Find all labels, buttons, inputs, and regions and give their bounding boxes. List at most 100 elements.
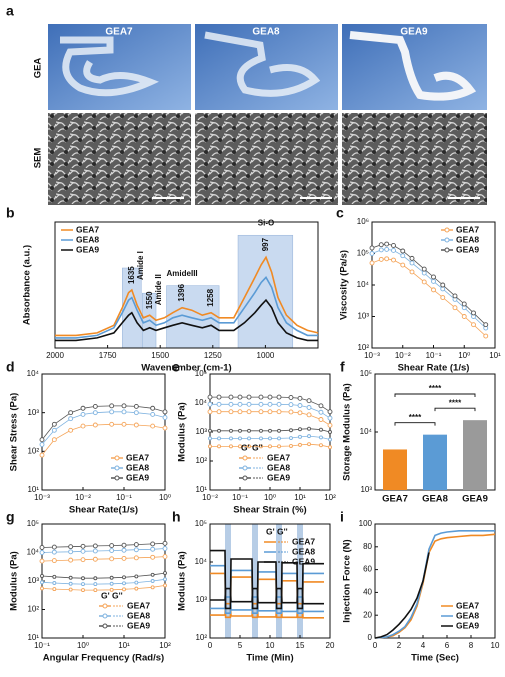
panel-label: i xyxy=(340,509,344,525)
y-tick-label: 10⁵ xyxy=(360,369,372,378)
data-point xyxy=(461,314,467,319)
panel-label: e xyxy=(172,359,180,375)
y-axis-label: Shear Stress (Pa) xyxy=(9,393,20,472)
data-point xyxy=(378,256,384,262)
data-point xyxy=(431,274,436,280)
data-point xyxy=(483,322,489,328)
x-tick-label: 10⁰ xyxy=(77,641,89,650)
x-tick-label: 10 xyxy=(491,641,500,650)
x-axis-label: Angular Frequency (Rad/s) xyxy=(43,653,164,664)
data-point xyxy=(384,256,390,262)
data-point xyxy=(162,540,168,546)
series-line xyxy=(374,552,430,639)
data-point xyxy=(80,557,86,563)
series-line xyxy=(41,548,166,553)
legend-marker xyxy=(114,455,120,461)
data-point xyxy=(421,279,427,285)
data-point xyxy=(93,588,98,593)
data-point xyxy=(133,542,139,548)
data-point xyxy=(431,287,436,293)
shear-interval xyxy=(276,524,282,638)
row-label: GEA xyxy=(33,58,44,79)
legend-marker xyxy=(114,475,120,481)
series-line xyxy=(55,255,319,337)
data-point xyxy=(452,305,458,311)
legend-label: GEA9 xyxy=(267,472,290,482)
data-point xyxy=(163,577,167,582)
data-point xyxy=(318,403,324,409)
y-tick-label: 10⁶ xyxy=(357,217,369,226)
data-point xyxy=(288,402,294,408)
data-point xyxy=(208,444,212,449)
data-point xyxy=(298,427,302,432)
data-point xyxy=(51,421,57,427)
data-point xyxy=(51,544,57,550)
data-point xyxy=(288,395,294,400)
series-line xyxy=(371,248,486,329)
data-point xyxy=(133,555,139,561)
data-point xyxy=(52,581,57,585)
data-point xyxy=(39,558,45,564)
y-tick-label: 80 xyxy=(363,542,372,551)
data-point xyxy=(52,574,57,579)
series-line xyxy=(210,596,324,613)
bar xyxy=(463,420,487,490)
peak-value: 1396 xyxy=(177,283,186,301)
data-point xyxy=(150,541,156,547)
significance-bracket xyxy=(434,407,476,412)
y-tick-label: 10² xyxy=(27,446,39,455)
x-tick-label: 2000 xyxy=(46,351,64,360)
legend-label: GEA7 xyxy=(456,600,479,610)
legend-label: GEA8 xyxy=(126,462,149,472)
image-title: GEA7 xyxy=(105,27,133,38)
series-line xyxy=(371,243,486,325)
y-axis-label: Modulus (Pa) xyxy=(177,402,188,462)
data-point xyxy=(80,548,86,554)
data-point xyxy=(133,403,139,409)
data-point xyxy=(228,401,234,407)
data-point xyxy=(268,428,272,433)
data-point xyxy=(93,582,98,587)
series-line xyxy=(41,578,166,585)
data-point xyxy=(109,421,115,427)
data-point xyxy=(80,411,86,417)
data-point xyxy=(369,260,375,266)
data-point xyxy=(122,587,126,592)
bar xyxy=(383,449,407,490)
data-point xyxy=(319,435,323,440)
legend-label: GEA8 xyxy=(456,234,479,244)
data-point xyxy=(267,409,273,415)
x-tick-label: 1250 xyxy=(204,351,222,360)
data-point xyxy=(318,417,324,422)
data-point xyxy=(39,550,45,555)
series-line xyxy=(41,423,166,456)
y-tick-label: 10³ xyxy=(357,312,369,321)
data-point xyxy=(259,436,263,441)
data-point xyxy=(150,423,156,429)
data-point xyxy=(258,394,264,400)
series-line xyxy=(210,564,324,614)
data-point xyxy=(121,555,127,561)
data-point xyxy=(134,586,139,591)
y-tick-label: 10² xyxy=(195,633,207,642)
data-point xyxy=(163,583,167,588)
photo xyxy=(48,24,487,110)
data-point xyxy=(246,401,252,407)
y-axis-label: Absorbance (a.u.) xyxy=(22,245,33,325)
data-point xyxy=(121,542,127,548)
peak-name: Si-O xyxy=(258,218,274,227)
data-point xyxy=(68,587,73,592)
data-point xyxy=(92,422,98,428)
x-axis-label: Shear Strain (%) xyxy=(233,505,306,516)
x-tick-label: 10⁻³ xyxy=(34,493,50,502)
data-point xyxy=(440,286,446,292)
data-point xyxy=(109,548,115,554)
data-point xyxy=(289,436,293,440)
data-point xyxy=(80,543,86,549)
x-tick-label: 4 xyxy=(421,641,426,650)
legend-label: GEA9 xyxy=(127,620,150,630)
data-point xyxy=(327,409,333,415)
legend-label: GEA8 xyxy=(267,462,290,472)
legend-marker xyxy=(242,455,248,461)
legend-label: GEA7 xyxy=(76,224,99,234)
